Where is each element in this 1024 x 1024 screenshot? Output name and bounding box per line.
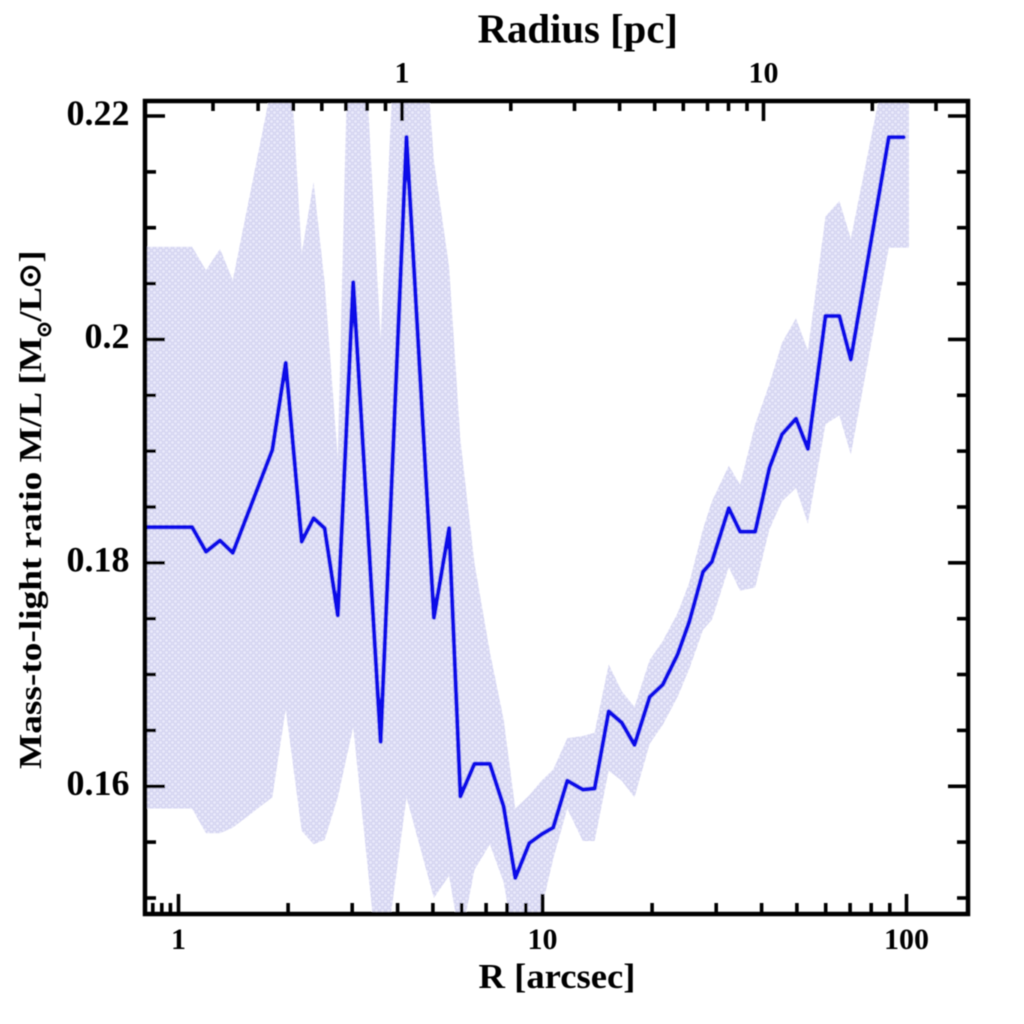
svg-text:]: ] xyxy=(12,251,48,263)
svg-text:0.2: 0.2 xyxy=(85,316,130,356)
svg-text:10: 10 xyxy=(528,923,558,956)
svg-text:0.22: 0.22 xyxy=(67,93,130,133)
svg-text:R [arcsec]: R [arcsec] xyxy=(479,957,636,996)
svg-text:Radius [pc]: Radius [pc] xyxy=(478,6,678,52)
svg-text:10: 10 xyxy=(749,57,779,90)
svg-text:Mass-to-light ratio M/L [M: Mass-to-light ratio M/L [M xyxy=(12,337,48,769)
svg-text:100: 100 xyxy=(884,923,929,956)
svg-text:1: 1 xyxy=(395,57,410,90)
svg-text:0.16: 0.16 xyxy=(67,763,130,803)
svg-text:0.18: 0.18 xyxy=(67,539,130,579)
svg-text:/L: /L xyxy=(12,287,48,323)
svg-text:1: 1 xyxy=(171,923,186,956)
